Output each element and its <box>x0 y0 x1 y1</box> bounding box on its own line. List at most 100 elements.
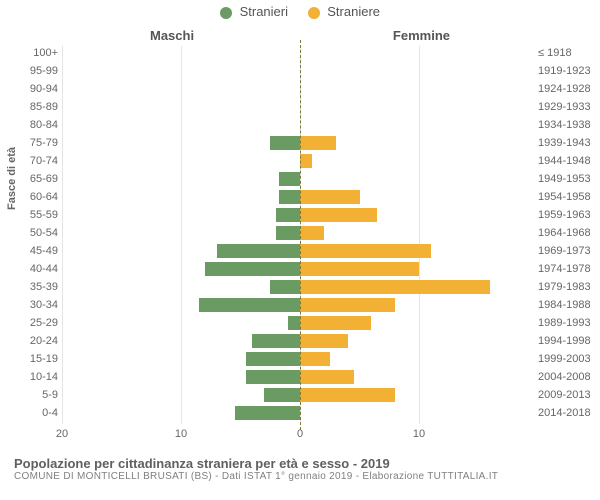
legend-male: Stranieri <box>220 4 288 19</box>
footer-subtitle: COMUNE DI MONTICELLI BRUSATI (BS) - Dati… <box>14 471 586 482</box>
bar-row <box>300 208 538 222</box>
bar-female <box>300 262 419 276</box>
y-label-birth: 1929-1933 <box>538 100 596 114</box>
bar-row <box>62 370 300 384</box>
y-label-birth: 2014-2018 <box>538 406 596 420</box>
legend-label-female: Straniere <box>327 4 380 19</box>
bar-male <box>279 190 300 204</box>
y-label-birth: 2009-2013 <box>538 388 596 402</box>
bar-row <box>300 136 538 150</box>
bar-row <box>62 316 300 330</box>
y-label-birth: 1994-1998 <box>538 334 596 348</box>
y-label-birth: 1979-1983 <box>538 280 596 294</box>
bar-row <box>300 316 538 330</box>
legend-label-male: Stranieri <box>240 4 288 19</box>
panel-right <box>300 46 538 424</box>
bar-row <box>300 226 538 240</box>
bar-row <box>300 298 538 312</box>
x-tick: 20 <box>56 428 68 440</box>
y-label-age: 100+ <box>24 46 58 60</box>
bar-row <box>62 280 300 294</box>
bar-female <box>300 316 371 330</box>
bar-row <box>62 388 300 402</box>
y-label-age: 65-69 <box>24 172 58 186</box>
y-label-age: 5-9 <box>24 388 58 402</box>
bar-row <box>300 388 538 402</box>
footer: Popolazione per cittadinanza straniera p… <box>14 456 586 482</box>
y-label-age: 20-24 <box>24 334 58 348</box>
y-label-birth: 1954-1958 <box>538 190 596 204</box>
x-tick: 10 <box>413 428 425 440</box>
bar-row <box>62 298 300 312</box>
bar-row <box>300 154 538 168</box>
y-label-birth: 1974-1978 <box>538 262 596 276</box>
bar-row <box>300 352 538 366</box>
bar-male <box>276 208 300 222</box>
y-label-age: 95-99 <box>24 64 58 78</box>
bar-male <box>279 172 300 186</box>
y-label-birth: 2004-2008 <box>538 370 596 384</box>
y-label-age: 45-49 <box>24 244 58 258</box>
y-label-age: 30-34 <box>24 298 58 312</box>
x-tick: 10 <box>175 428 187 440</box>
bar-row <box>300 280 538 294</box>
y-label-birth: 1944-1948 <box>538 154 596 168</box>
legend-female: Straniere <box>308 4 380 19</box>
y-label-age: 70-74 <box>24 154 58 168</box>
y-label-age: 40-44 <box>24 262 58 276</box>
y-label-age: 55-59 <box>24 208 58 222</box>
y-label-birth: 1999-2003 <box>538 352 596 366</box>
y-axis-left-title: Fasce di età <box>6 147 18 210</box>
bar-female <box>300 334 348 348</box>
bar-female <box>300 352 330 366</box>
y-label-age: 25-29 <box>24 316 58 330</box>
y-label-age: 15-19 <box>24 352 58 366</box>
y-label-birth: 1949-1953 <box>538 172 596 186</box>
y-label-age: 75-79 <box>24 136 58 150</box>
bar-row <box>62 190 300 204</box>
bar-male <box>246 370 300 384</box>
y-label-age: 35-39 <box>24 280 58 294</box>
y-label-age: 80-84 <box>24 118 58 132</box>
bar-female <box>300 244 431 258</box>
bar-female <box>300 154 312 168</box>
bar-row <box>62 226 300 240</box>
panel-left <box>62 46 300 424</box>
legend-swatch-male <box>220 7 232 19</box>
center-line <box>300 40 301 430</box>
bar-female <box>300 298 395 312</box>
legend-swatch-female <box>308 7 320 19</box>
panel-title-right: Femmine <box>393 28 450 43</box>
bar-male <box>246 352 300 366</box>
y-label-birth: 1924-1928 <box>538 82 596 96</box>
bar-male <box>252 334 300 348</box>
bar-row <box>62 208 300 222</box>
y-label-birth: 1984-1988 <box>538 298 596 312</box>
bar-male <box>270 136 300 150</box>
y-label-age: 10-14 <box>24 370 58 384</box>
y-label-birth: 1919-1923 <box>538 64 596 78</box>
bar-row <box>62 172 300 186</box>
bar-row <box>300 244 538 258</box>
bar-row <box>62 136 300 150</box>
bar-male <box>270 280 300 294</box>
bar-male <box>264 388 300 402</box>
bar-male <box>235 406 300 420</box>
y-label-age: 85-89 <box>24 100 58 114</box>
y-label-birth: 1939-1943 <box>538 136 596 150</box>
y-label-age: 90-94 <box>24 82 58 96</box>
panel-title-left: Maschi <box>150 28 194 43</box>
y-label-birth: 1964-1968 <box>538 226 596 240</box>
y-label-age: 60-64 <box>24 190 58 204</box>
bar-row <box>62 334 300 348</box>
plot-area <box>62 46 538 424</box>
bar-row <box>300 334 538 348</box>
y-label-age: 50-54 <box>24 226 58 240</box>
x-tick: 0 <box>297 428 303 440</box>
bar-male <box>199 298 300 312</box>
footer-title: Popolazione per cittadinanza straniera p… <box>14 456 586 471</box>
bar-male <box>217 244 300 258</box>
y-label-birth: 1934-1938 <box>538 118 596 132</box>
bar-female <box>300 388 395 402</box>
bar-row <box>300 262 538 276</box>
